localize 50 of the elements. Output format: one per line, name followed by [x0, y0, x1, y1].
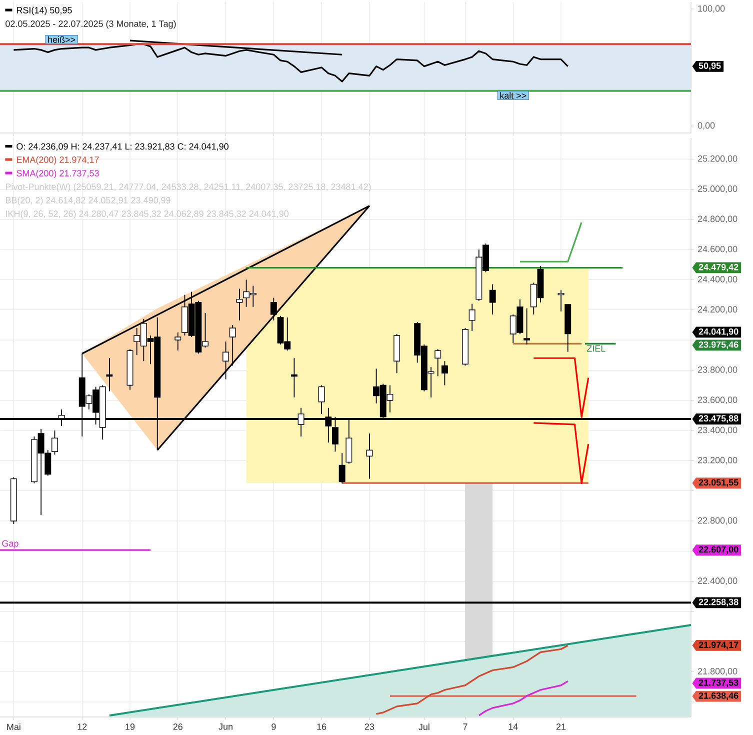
y-tick-label: 23.600,00: [698, 396, 738, 404]
y-tick-label: 24.800,00: [698, 216, 738, 224]
y2-tick-label: 22.607,00: [698, 546, 738, 554]
y-tick-label: 25.200,00: [698, 155, 738, 163]
y2-tick-label: 21.638,46: [698, 692, 738, 700]
x-tick-label: 12: [78, 724, 87, 730]
y2-tick-label: 24.041,90: [698, 328, 738, 336]
y-tick-label: 24.600,00: [698, 246, 738, 254]
annotation: Pivot-Punkte(W) (25059.21, 24777.04, 24533.28, 24251.11, 24007.35, 23725.18, 23481.42): [6, 183, 371, 192]
y-tick-label: 0,00: [698, 122, 715, 130]
y-tick-label: 23.400,00: [698, 426, 738, 434]
text: 02.05.2025 - 22.07.2025 (3 Monate, 1 Tag): [6, 20, 176, 29]
y-tick-label: 100,00: [698, 5, 725, 13]
annotation: IKH(9, 26, 52, 26) 24.280,47 23.845,32 24.062,89 23.845,32 24.041,90: [6, 210, 289, 219]
y2-tick-label: 23.975,46: [698, 341, 738, 350]
x-tick-label: Jul: [418, 724, 430, 730]
x-tick-label: 9: [272, 724, 276, 730]
y-tick-label: 21.800,00: [698, 668, 738, 676]
x-tick-label: 21: [556, 724, 566, 730]
annotation: BB(20, 2) 24.614,82 24.052,91 23.490,99: [6, 196, 170, 206]
annotation: kalt >>: [500, 92, 526, 99]
x-tick-label: Jun: [218, 724, 232, 730]
series-label: Gap: [2, 540, 18, 548]
ref-line-label: 22.258,38: [698, 598, 738, 606]
y2-tick-label: 23.051,55: [698, 479, 738, 487]
x-tick-label: 23: [364, 724, 374, 730]
y-tick-label: 23.200,00: [698, 456, 738, 464]
y-tick-label: 24.400,00: [698, 276, 738, 284]
annotation: heiß>>: [48, 36, 76, 43]
y2-tick-label: 21.974,17: [698, 642, 738, 650]
annotation: 50,95: [698, 62, 721, 70]
x-tick-label: 19: [126, 724, 135, 730]
y2-tick-label: 24.479,42: [698, 264, 738, 272]
y-tick-label: 23.800,00: [698, 366, 738, 374]
x-tick-label: 7: [463, 724, 468, 730]
legend-label: EMA(200) 21.974,17: [16, 156, 99, 165]
ref-line-label: 23.475,88: [698, 415, 738, 423]
y-tick-label: 22.400,00: [698, 578, 738, 585]
y-tick-label: 24.200,00: [698, 306, 738, 314]
x-tick-label: Mai: [7, 724, 20, 730]
series-label: ZIEL: [586, 345, 606, 352]
legend-label: O: 24.236,09 H: 24.237,41 L: 23.921,83 C: 24.041,90: [16, 143, 228, 151]
y-tick-label: 22.800,00: [698, 517, 738, 525]
x-tick-label: 14: [508, 724, 518, 730]
x-tick-label: 26: [173, 724, 182, 730]
legend-label: RSI(14) 50,95: [16, 6, 72, 16]
y2-tick-label: 21.737,53: [698, 679, 738, 688]
x-tick-label: 16: [317, 724, 326, 730]
y-tick-label: 25.000,00: [698, 186, 738, 193]
legend-label: SMA(200) 21.737,53: [16, 170, 99, 178]
